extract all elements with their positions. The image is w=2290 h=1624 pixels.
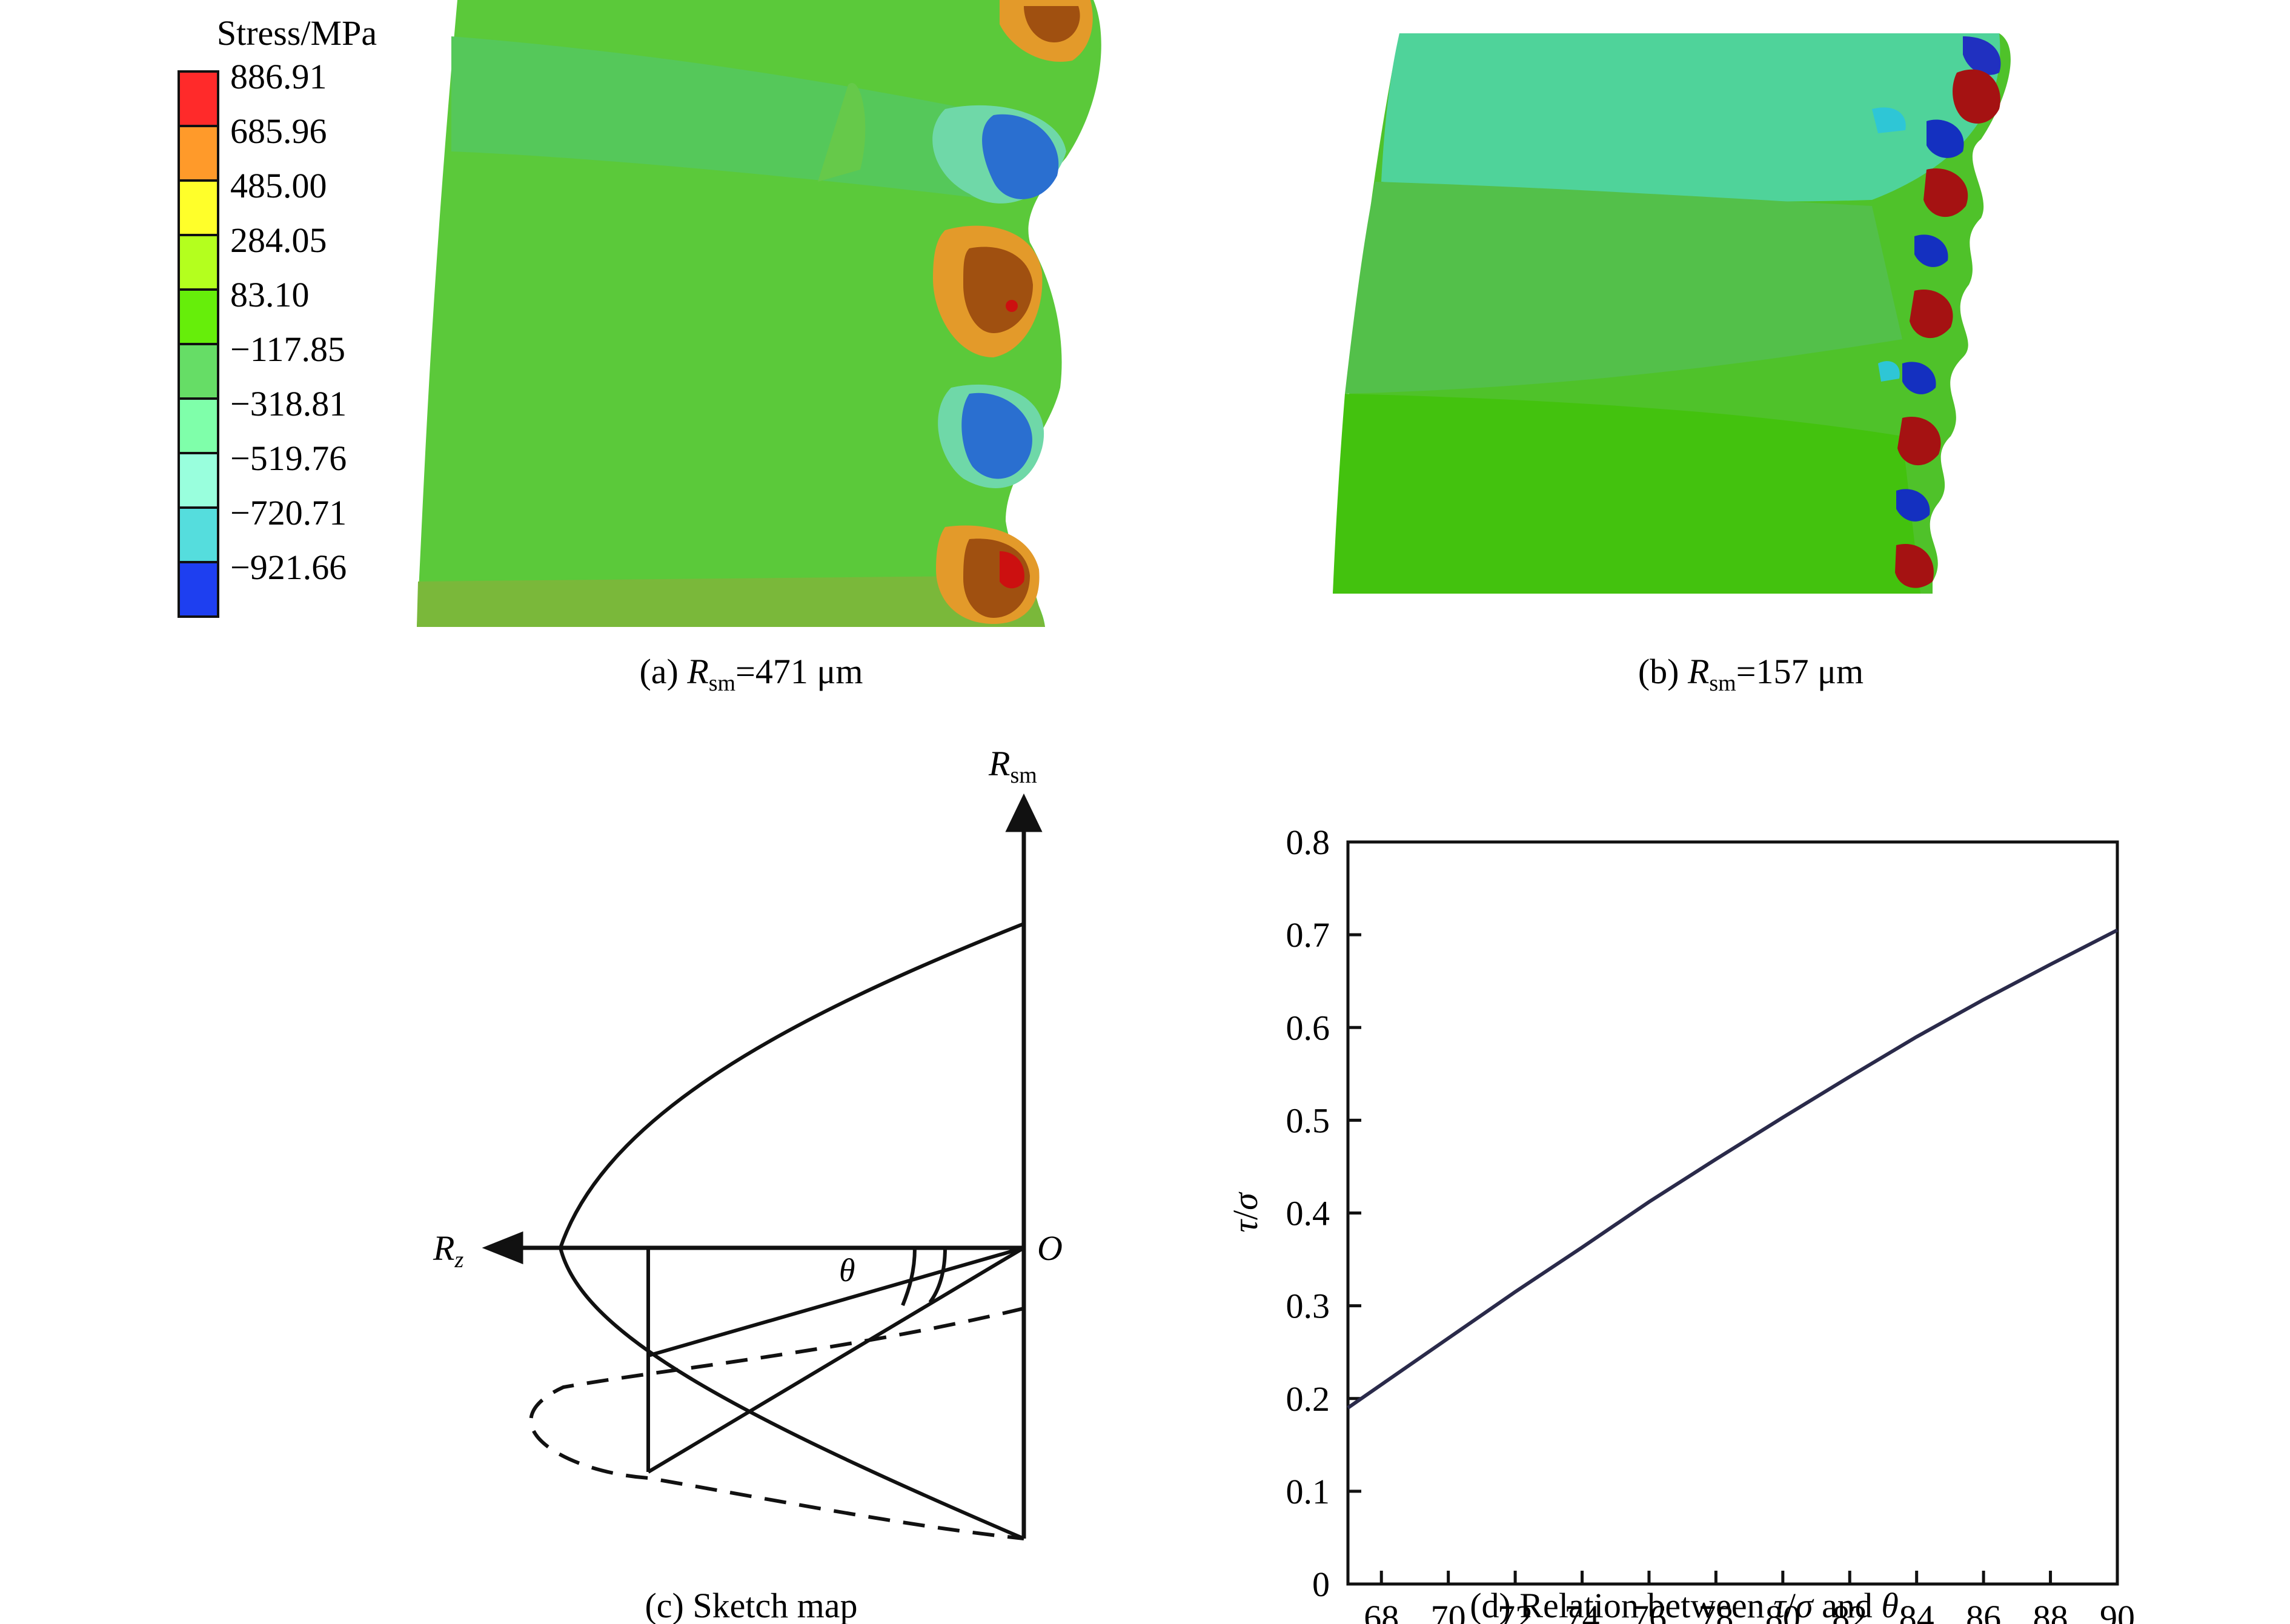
series-line — [1347, 928, 2119, 1410]
x-tick-label: 72 — [1498, 1598, 1533, 1624]
x-tick-label: 78 — [1698, 1598, 1733, 1624]
legend-colorbar — [178, 70, 219, 618]
legend-swatch — [178, 179, 219, 236]
x-tick-label: 68 — [1364, 1598, 1399, 1624]
caption-d-box: (d) Relation between τ/σ and θ — [1470, 1586, 1899, 1624]
y-tick-label: 0.1 — [1286, 1472, 1330, 1511]
x-tick-label: 88 — [2033, 1598, 2068, 1624]
sketch-rz-axis-label: Rz — [433, 1228, 463, 1273]
x-tick-label: 84 — [1899, 1598, 1934, 1624]
sketch-rsm-axis-label: Rsm — [988, 744, 1037, 788]
sketch-origin-label: O — [1037, 1228, 1063, 1268]
legend-swatch — [178, 452, 219, 509]
legend-swatch — [178, 506, 219, 563]
legend-swatch — [178, 343, 219, 400]
y-axis-label: τ/σ — [1226, 1191, 1265, 1233]
y-tick-label: 0.8 — [1286, 823, 1330, 862]
legend-value: 284.05 — [230, 220, 327, 260]
y-tick-label: 0.7 — [1286, 915, 1330, 955]
legend-value: −720.71 — [230, 493, 347, 532]
legend-value: −921.66 — [230, 548, 347, 587]
legend-value: −117.85 — [230, 330, 345, 369]
x-tick-label: 70 — [1431, 1598, 1466, 1624]
x-tick-label: 86 — [1966, 1598, 2001, 1624]
legend-swatch — [178, 70, 219, 127]
axis-tick-labels: 68 70 72 74 76 78 80 82 84 86 88 90 0 0.1 0.2 0.3 0.4 0.5… — [1286, 823, 2136, 1624]
panel-c-sketch: O θ Rsm Rz (c) Sketch map — [433, 744, 1063, 1624]
y-tick-label: 0.5 — [1286, 1101, 1330, 1140]
contour-field-a — [417, 0, 1101, 627]
panel-a-contour: Stress/MPa 886.91 685.96 485.00 284.05 83.10… — [178, 0, 1101, 696]
y-tick-label: 0.6 — [1286, 1008, 1330, 1047]
axis-ticks — [1348, 840, 2119, 1586]
legend-value: 485.00 — [230, 166, 327, 205]
legend-title: Stress/MPa — [217, 13, 377, 53]
x-tick-label: 74 — [1565, 1598, 1600, 1624]
caption-c: (c) Sketch map — [645, 1586, 857, 1624]
legend-value: −318.81 — [230, 384, 347, 423]
y-tick-label: 0.4 — [1286, 1194, 1330, 1233]
stress-legend: Stress/MPa 886.91 685.96 485.00 284.05 83.10… — [178, 13, 377, 618]
legend-value: −519.76 — [230, 439, 347, 478]
contour-field-b — [1333, 33, 2011, 594]
x-tick-label: 76 — [1631, 1598, 1667, 1624]
legend-swatch — [178, 288, 219, 345]
legend-swatch — [178, 397, 219, 454]
legend-value: 83.10 — [230, 275, 310, 314]
panel-b-contour: (b) Rsm=157 μm — [1333, 33, 2011, 696]
sketch-curves — [529, 922, 1025, 1540]
y-tick-label: 0 — [1312, 1565, 1330, 1604]
x-tick-label: 82 — [1832, 1598, 1867, 1624]
x-tick-label: 80 — [1765, 1598, 1800, 1624]
x-tick-label: 90 — [2100, 1598, 2135, 1624]
y-tick-label: 0.2 — [1286, 1379, 1330, 1419]
caption-d-text: (d) Relation between τ/σ and θ — [1470, 1586, 1899, 1624]
plot-frame — [1346, 840, 2119, 1586]
legend-value-labels: 886.91 685.96 485.00 284.05 83.10 −117.85 −318… — [230, 57, 347, 587]
legend-value: 685.96 — [230, 111, 327, 151]
panel-d-chart: 68 70 72 74 76 78 80 82 84 86 88 90 0 0.1 0.2 0.3 0.4 0.5… — [1226, 823, 2136, 1624]
caption-b: (b) Rsm=157 μm — [1638, 652, 1864, 696]
data-series — [1347, 928, 2119, 1410]
caption-a: (a) Rsm=471 μm — [639, 652, 863, 696]
y-tick-label: 0.3 — [1286, 1287, 1330, 1326]
legend-swatch — [178, 561, 219, 618]
sketch-axes — [482, 793, 1043, 1539]
legend-swatch — [178, 125, 219, 182]
sketch-theta-label: θ — [839, 1252, 855, 1288]
legend-swatch — [178, 234, 219, 291]
legend-value: 886.91 — [230, 57, 327, 96]
